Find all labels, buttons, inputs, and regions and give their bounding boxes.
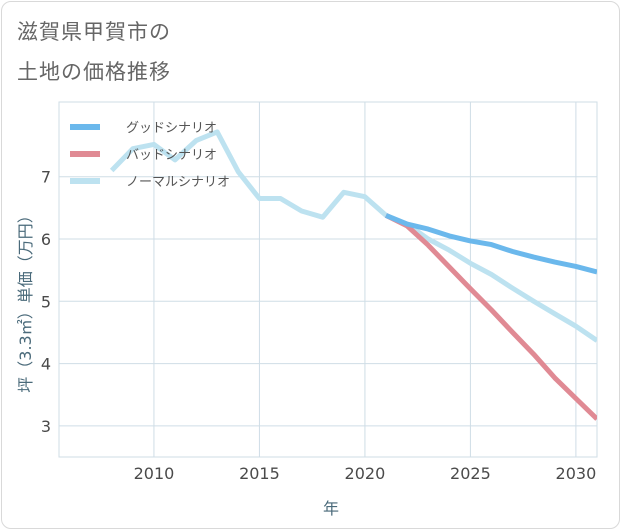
series-line-0 [385,213,597,275]
chart-title-line2: 土地の価格推移 [17,60,171,84]
legend-label-1: バッドシナリオ [126,148,217,163]
y-tick-label: 4 [41,355,51,374]
x-tick-label: 2025 [450,464,491,483]
x-tick-label: 2015 [239,464,280,483]
y-tick-label: 3 [41,417,51,436]
x-tick-label: 2010 [134,464,175,483]
y-tick-label: 5 [41,292,51,311]
series-line-2 [109,129,597,343]
legend-label-2: ノーマルシナリオ [126,175,230,190]
plot-area [58,101,598,458]
series-line-1 [384,213,597,421]
x-axis-title: 年 [323,499,339,518]
x-tick-label: 2020 [345,464,386,483]
y-tick-label: 6 [41,230,51,249]
legend-label-0: グッドシナリオ [126,121,217,136]
y-axis-title: 坪（3.3㎡）単価（万円） [16,207,35,392]
chart-title-line1: 滋賀県甲賀市の [17,20,171,44]
x-tick-label: 2030 [556,464,597,483]
y-tick-label: 7 [41,168,51,187]
